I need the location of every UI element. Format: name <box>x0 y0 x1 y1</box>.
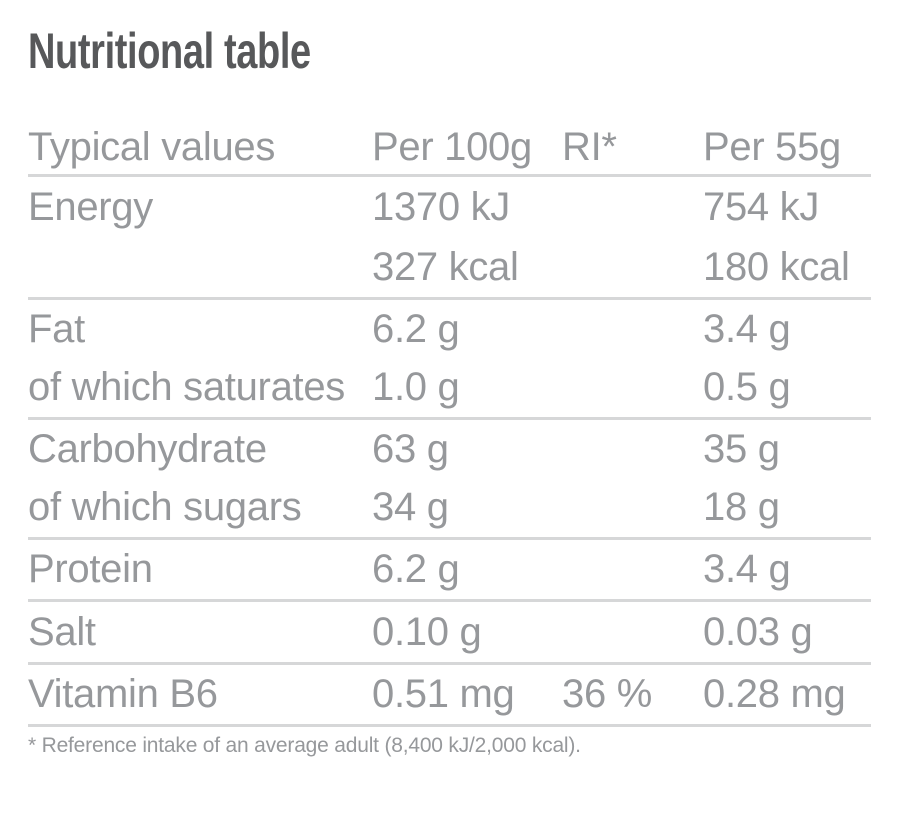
nutrition-table: Typical values Per 100g RI* Per 55g Ener… <box>28 99 871 727</box>
column-header-per-100g: Per 100g <box>372 125 532 169</box>
protein-per-100g: 6.2 g <box>372 547 460 591</box>
table-row-protein: Protein 6.2 g 3.4 g <box>28 540 871 602</box>
sugars-ri <box>562 479 703 538</box>
fat-per-55g: 3.4 g <box>703 306 791 351</box>
fat-ri <box>562 300 703 359</box>
table-row-carbohydrate: Carbohydrate 63 g 35 g of which sugars 3… <box>28 420 871 540</box>
protein-ri <box>562 540 703 599</box>
sugars-per-55g: 18 g <box>703 485 780 530</box>
energy-ri <box>562 177 703 237</box>
row-label-protein: Protein <box>28 547 153 591</box>
vitamin-b6-per-100g: 0.51 mg <box>372 672 515 716</box>
table-row-energy: Energy 1370 kJ 754 kJ 327 kcal 180 kcal <box>28 177 871 300</box>
table-row-vitamin-b6: Vitamin B6 0.51 mg 36 % 0.28 mg <box>28 665 871 727</box>
carbohydrate-per-100g: 63 g <box>372 426 449 471</box>
column-header-ri: RI* <box>562 125 617 169</box>
energy-per-100g-kj: 1370 kJ <box>372 184 510 229</box>
vitamin-b6-per-55g: 0.28 mg <box>703 672 846 716</box>
row-label-sugars: of which sugars <box>28 485 302 530</box>
page-title: Nutritional table <box>28 23 311 79</box>
saturates-per-55g: 0.5 g <box>703 365 791 410</box>
column-header-typical-values: Typical values <box>28 125 276 169</box>
energy-kcal-ri <box>562 237 703 297</box>
salt-ri <box>562 602 703 662</box>
row-label-carbohydrate: Carbohydrate <box>28 426 267 471</box>
table-row-salt: Salt 0.10 g 0.03 g <box>28 602 871 665</box>
row-label-energy-kcal <box>28 237 372 297</box>
saturates-ri <box>562 359 703 418</box>
row-label-fat: Fat <box>28 306 85 351</box>
carbohydrate-ri <box>562 420 703 479</box>
energy-per-55g-kj: 754 kJ <box>703 184 820 229</box>
table-header-row: Typical values Per 100g RI* Per 55g <box>28 99 871 177</box>
salt-per-100g: 0.10 g <box>372 609 482 654</box>
row-label-saturates: of which saturates <box>28 365 345 410</box>
row-label-vitamin-b6: Vitamin B6 <box>28 672 218 716</box>
reference-intake-footnote: * Reference intake of an average adult (… <box>28 734 581 757</box>
row-label-salt: Salt <box>28 609 96 654</box>
energy-per-55g-kcal: 180 kcal <box>703 244 850 289</box>
table-row-fat: Fat 6.2 g 3.4 g of which saturates 1.0 g… <box>28 300 871 420</box>
fat-per-100g: 6.2 g <box>372 306 460 351</box>
row-label-energy: Energy <box>28 184 153 229</box>
salt-per-55g: 0.03 g <box>703 609 813 654</box>
energy-per-100g-kcal: 327 kcal <box>372 244 519 289</box>
column-header-per-55g: Per 55g <box>703 125 841 169</box>
saturates-per-100g: 1.0 g <box>372 365 460 410</box>
protein-per-55g: 3.4 g <box>703 547 791 591</box>
vitamin-b6-ri: 36 % <box>562 672 652 716</box>
carbohydrate-per-55g: 35 g <box>703 426 780 471</box>
sugars-per-100g: 34 g <box>372 485 449 530</box>
